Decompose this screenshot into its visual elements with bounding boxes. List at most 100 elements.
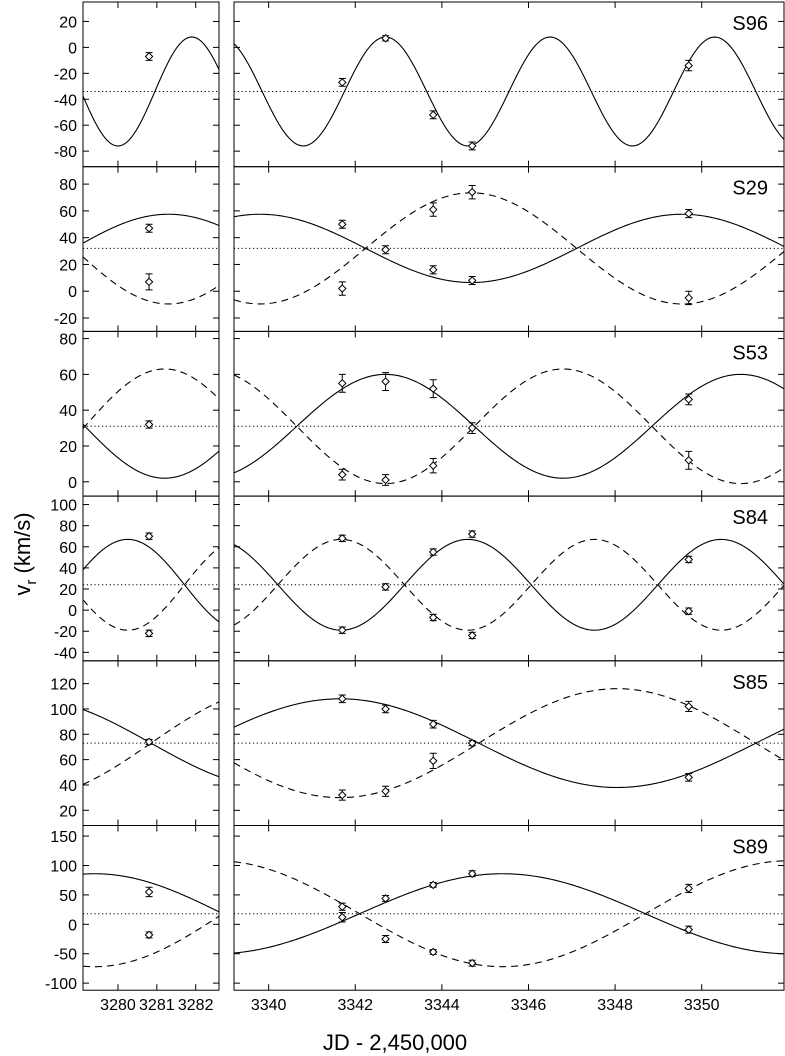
diamond-marker <box>381 582 390 592</box>
y-tick-label: 80 <box>59 177 77 194</box>
diamond-marker <box>467 423 477 433</box>
diamond-marker <box>684 773 694 782</box>
panel-s53: 0 20 40 60 80 S53 <box>59 330 785 497</box>
primary-orbit-curve <box>234 873 784 955</box>
primary-data-point <box>381 372 390 391</box>
y-tick-label: 60 <box>59 540 77 557</box>
x-tick-label: 3281 <box>139 997 175 1014</box>
panel-frame <box>233 330 785 497</box>
primary-data-point <box>337 912 347 923</box>
diamond-marker <box>684 606 694 616</box>
primary-orbit-curve <box>83 538 219 623</box>
y-axis-label-units: (km/s) <box>10 512 35 579</box>
diamond-marker <box>337 379 347 388</box>
primary-data-point <box>684 555 694 564</box>
panel-plot-area <box>234 529 784 640</box>
x-axis-label: JD - 2,450,000 <box>323 1030 467 1055</box>
y-tick-label: 100 <box>50 702 77 719</box>
panel-plot-area <box>83 213 219 305</box>
secondary-data-point <box>337 789 347 801</box>
secondary-data-point <box>381 474 390 486</box>
primary-orbit-curve <box>83 36 219 147</box>
diamond-marker <box>337 790 347 800</box>
panel-frame <box>233 495 785 662</box>
primary-orbit-curve <box>234 538 784 631</box>
primary-data-point <box>467 869 477 879</box>
panel-label: S84 <box>732 507 768 529</box>
secondary-data-point <box>337 281 347 296</box>
primary-orbit-curve <box>234 213 784 284</box>
diamond-marker <box>337 284 347 293</box>
panel-label: S53 <box>732 342 768 364</box>
diamond-marker <box>381 704 390 714</box>
x-tick-label: 3340 <box>251 997 287 1014</box>
diamond-marker <box>467 869 477 879</box>
y-tick-label: 60 <box>59 753 77 770</box>
primary-data-point <box>144 737 154 747</box>
secondary-data-point <box>337 468 347 481</box>
diamond-marker <box>381 245 390 255</box>
panel-label: S29 <box>732 178 768 200</box>
panel-s85: 20 40 60 80 100 120 S85 <box>50 660 785 826</box>
diamond-marker <box>428 205 438 214</box>
y-tick-label: -60 <box>54 118 77 135</box>
diamond-marker <box>428 384 438 393</box>
primary-data-point <box>144 420 154 429</box>
x-tick-label: 3280 <box>100 997 136 1014</box>
diamond-marker <box>428 110 438 120</box>
diamond-marker <box>684 702 694 711</box>
diamond-marker <box>467 529 477 539</box>
diamond-marker <box>337 625 347 635</box>
secondary-data-point <box>428 947 438 957</box>
diamond-marker <box>428 461 438 470</box>
secondary-orbit-curve <box>83 547 219 631</box>
y-tick-label: -100 <box>45 976 77 993</box>
primary-orbit-curve <box>83 873 219 913</box>
secondary-orbit-curve <box>234 860 784 968</box>
x-tick-label: 3344 <box>424 997 460 1014</box>
diamond-marker <box>684 61 694 70</box>
diamond-marker <box>337 694 347 704</box>
primary-data-point <box>467 631 477 640</box>
primary-data-point <box>428 379 438 399</box>
y-tick-label: 20 <box>59 439 77 456</box>
secondary-data-point <box>684 450 694 470</box>
diamond-marker <box>467 141 477 151</box>
secondary-data-point <box>381 785 390 797</box>
primary-orbit-curve <box>234 373 784 479</box>
secondary-data-point <box>684 606 694 616</box>
panel-plot-area <box>234 184 784 306</box>
y-tick-label: 0 <box>68 475 77 492</box>
primary-data-point <box>381 245 390 255</box>
diamond-marker <box>428 756 438 766</box>
secondary-data-point <box>467 184 477 200</box>
primary-data-point <box>144 52 154 61</box>
panel-s84: -40 -20 0 20 40 60 80 100 S84 <box>50 495 785 662</box>
diamond-marker <box>337 470 347 479</box>
diamond-marker <box>337 78 347 87</box>
diamond-marker <box>337 912 347 922</box>
diamond-marker <box>684 884 694 893</box>
diamond-marker <box>144 737 154 747</box>
primary-data-point <box>684 59 694 72</box>
diamond-marker <box>428 947 438 957</box>
panel-plot-area <box>83 873 219 968</box>
secondary-data-point <box>467 958 477 968</box>
secondary-data-point <box>428 202 438 217</box>
primary-data-point <box>467 141 477 151</box>
primary-data-point <box>144 223 154 233</box>
primary-data-point <box>428 880 438 890</box>
secondary-data-point <box>144 531 154 541</box>
primary-data-point <box>684 773 694 782</box>
y-tick-label: 100 <box>50 858 77 875</box>
panel-frame <box>82 330 220 497</box>
secondary-data-point <box>337 902 347 911</box>
diamond-marker <box>381 377 390 386</box>
y-tick-label: 80 <box>59 332 77 349</box>
panel-label: S85 <box>732 672 768 694</box>
primary-orbit-curve <box>234 36 784 147</box>
primary-data-point <box>144 629 154 638</box>
diamond-marker <box>428 613 438 622</box>
diamond-marker <box>381 475 390 485</box>
